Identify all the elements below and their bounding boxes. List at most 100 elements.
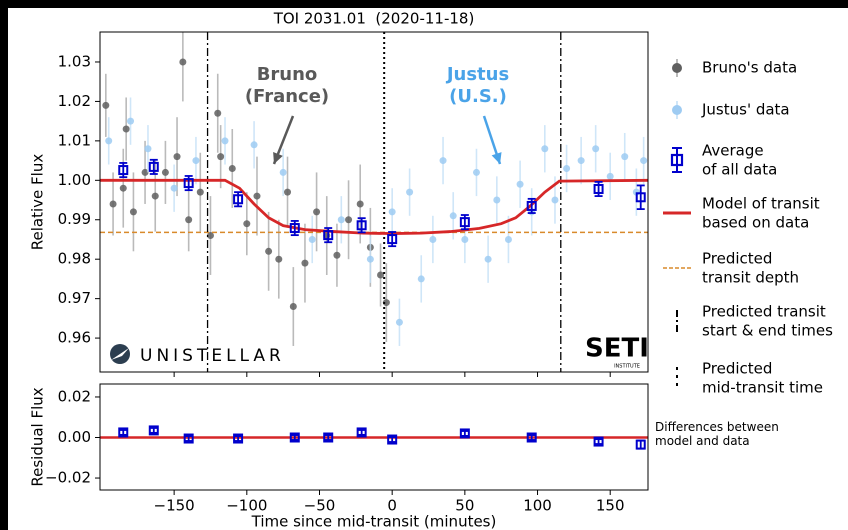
annotation: Justus (U.S.) (446, 64, 510, 107)
legend-marker (672, 105, 682, 115)
data-point (640, 157, 648, 165)
y-tick-label: 0.99 (58, 210, 91, 228)
data-point (289, 303, 297, 311)
data-point (516, 180, 524, 188)
y-tick-label: 1.00 (58, 171, 91, 189)
logo-icon (111, 348, 129, 360)
average-point (148, 425, 159, 436)
data-point (102, 101, 110, 109)
logo-text: INSTITUTE (614, 364, 640, 370)
data-point (192, 157, 200, 165)
data-point (472, 168, 480, 176)
data-point (141, 168, 149, 176)
average-point (356, 427, 367, 438)
data-point (333, 251, 341, 259)
average-point (118, 427, 129, 438)
data-point (551, 196, 559, 204)
arrow-head (273, 152, 283, 164)
average-point (183, 433, 194, 444)
data-point (366, 255, 374, 263)
plot-frame (99, 31, 649, 373)
data-point (144, 145, 152, 153)
data-point (417, 275, 425, 283)
data-point (265, 247, 273, 255)
data-point (382, 299, 390, 307)
data-point (253, 192, 261, 200)
data-point (119, 184, 127, 192)
average-point (289, 223, 300, 234)
data-point (151, 192, 159, 200)
average-point (233, 194, 244, 205)
average-point (289, 432, 300, 443)
logo-text: SETI (585, 334, 649, 364)
average-point (356, 220, 367, 231)
data-point (395, 318, 403, 326)
data-point (377, 271, 385, 279)
arrow-head (491, 152, 502, 164)
data-point (356, 200, 364, 208)
data-point (122, 125, 130, 133)
background (8, 8, 848, 530)
y-tick-label: 1.01 (58, 131, 91, 149)
data-point (308, 235, 316, 243)
y-axis-label: Residual Flux (29, 387, 47, 486)
x-axis-label: Time since mid-transit (minutes) (251, 513, 497, 530)
average-point (323, 230, 334, 241)
data-point (337, 216, 345, 224)
average-point (526, 200, 537, 211)
plot-frame (99, 383, 649, 491)
legend-marker (672, 63, 682, 73)
x-tick-label: −100 (226, 497, 267, 515)
legend-label: Predicted transit depth (702, 249, 800, 286)
data-point (196, 188, 204, 196)
y-tick-label: −0.02 (45, 469, 91, 487)
data-point (621, 153, 629, 161)
data-point (429, 235, 437, 243)
average-point (323, 432, 334, 443)
average-point (148, 161, 159, 172)
data-point (504, 235, 512, 243)
average-point (118, 165, 129, 176)
average-point (387, 234, 398, 245)
data-point (250, 141, 258, 149)
data-point (161, 168, 169, 176)
y-tick-label: 0.00 (58, 428, 91, 446)
average-point (635, 439, 646, 450)
data-point (484, 255, 492, 263)
legend-label: Justus' data (702, 100, 790, 119)
annotation: Bruno (France) (244, 64, 330, 107)
data-point (592, 145, 600, 153)
data-point (179, 58, 187, 66)
annotation: Differences between model and data (655, 420, 779, 448)
plot-area (100, 425, 648, 450)
average-point (593, 183, 604, 194)
plot-area (100, 32, 648, 372)
data-point (577, 157, 585, 165)
data-point (345, 216, 353, 224)
data-point (541, 145, 549, 153)
y-tick-label: 0.97 (58, 289, 91, 307)
legend-label: Average of all data (702, 141, 778, 178)
data-point (217, 153, 225, 161)
data-point (284, 188, 292, 196)
y-axis-label: Relative Flux (29, 154, 47, 251)
y-tick-label: 0.98 (58, 250, 91, 268)
y-tick-label: 0.02 (58, 387, 91, 405)
x-tick-label: −50 (304, 497, 336, 515)
average-point (183, 178, 194, 189)
data-point (406, 188, 414, 196)
data-point (129, 208, 137, 216)
average-point (459, 428, 470, 439)
data-point (109, 200, 117, 208)
data-point (606, 172, 614, 180)
data-point (275, 255, 283, 263)
data-point (206, 232, 214, 240)
data-point (228, 164, 236, 172)
average-point (635, 192, 646, 203)
legend-label: Model of transit based on data (702, 194, 820, 231)
y-tick-label: 1.03 (58, 52, 91, 70)
x-tick-label: −150 (154, 497, 195, 515)
legend-label: Predicted transit start & end times (702, 302, 833, 339)
